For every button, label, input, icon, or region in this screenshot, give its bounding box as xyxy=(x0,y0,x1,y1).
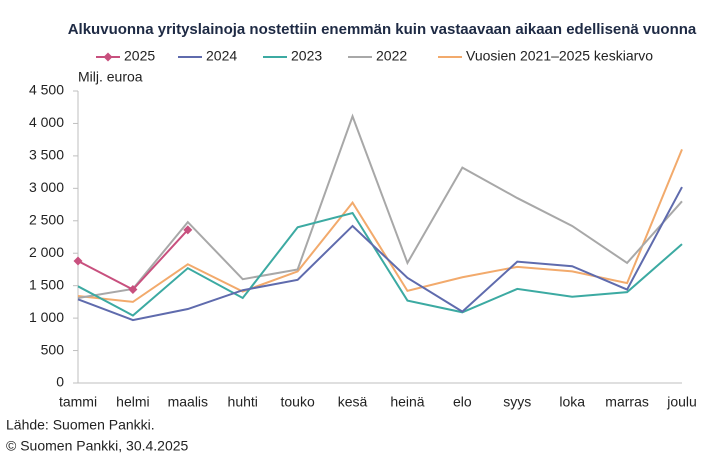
series-line xyxy=(77,211,683,317)
legend-label: 2023 xyxy=(291,48,322,64)
y-tick-label: 2 000 xyxy=(29,244,64,260)
x-tick-label: joulu xyxy=(666,394,697,410)
x-tick-label: kesä xyxy=(338,394,368,410)
y-tick-label: 3 000 xyxy=(29,179,64,195)
y-axis-label: Milj. euroa xyxy=(78,69,143,85)
y-tick-label: 4 000 xyxy=(29,114,64,130)
x-tick-label: maalis xyxy=(168,394,208,410)
y-tick-label: 4 500 xyxy=(29,82,64,98)
series-line xyxy=(77,186,683,322)
source-note: Lähde: Suomen Pankki. xyxy=(6,417,155,433)
legend-marker xyxy=(103,52,113,62)
series-line xyxy=(77,113,683,299)
y-tick-label: 1 500 xyxy=(29,276,64,292)
y-tick-label: 1 000 xyxy=(29,309,64,325)
x-tick-label: marras xyxy=(605,394,649,410)
series-line xyxy=(77,229,189,291)
legend-label: 2025 xyxy=(124,48,155,64)
copyright-note: © Suomen Pankki, 30.4.2025 xyxy=(6,438,189,454)
x-tick-label: elo xyxy=(453,394,472,410)
x-tick-label: loka xyxy=(559,394,585,410)
x-tick-label: helmi xyxy=(116,394,149,410)
chart-title: Alkuvuonna yrityslainoja nostettiin enem… xyxy=(68,21,697,38)
x-tick-label: touko xyxy=(281,394,315,410)
y-tick-label: 500 xyxy=(41,341,65,357)
point-marker xyxy=(128,285,138,295)
legend-label: Vuosien 2021–2025 keskiarvo xyxy=(466,48,653,64)
y-tick-label: 2 500 xyxy=(29,211,64,227)
series-line xyxy=(77,149,683,303)
x-tick-label: heinä xyxy=(390,394,424,410)
point-marker xyxy=(73,256,83,266)
y-tick-label: 3 500 xyxy=(29,147,64,163)
y-tick-label: 0 xyxy=(56,374,64,390)
x-tick-label: tammi xyxy=(59,394,97,410)
legend-label: 2024 xyxy=(206,48,237,64)
x-tick-label: huhti xyxy=(228,394,258,410)
legend-label: 2022 xyxy=(376,48,407,64)
x-tick-label: syys xyxy=(503,394,531,410)
point-marker xyxy=(183,225,193,235)
